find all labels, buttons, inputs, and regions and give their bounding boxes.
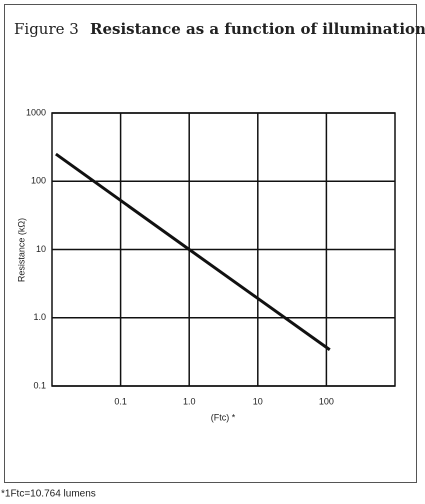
chart-title: Resistance as a function of illumination (90, 20, 425, 38)
y-tick-label: 1.0 (33, 312, 46, 322)
y-tick-label: 0.1 (33, 380, 46, 390)
frame (4, 4, 417, 483)
figure-label: Figure 3 (14, 20, 79, 38)
y-tick-label: 10 (36, 244, 46, 254)
x-tick-label: 100 (319, 396, 334, 406)
y-axis-label: Resistance (kΩ) (16, 218, 26, 282)
x-tick-label: 1.0 (183, 396, 196, 406)
footnote: *1Ftc=10.764 lumens (1, 489, 96, 500)
y-tick-label: 1000 (26, 107, 46, 117)
y-tick-label: 100 (31, 176, 46, 186)
x-tick-label: 0.1 (114, 396, 127, 406)
x-axis-label: (Ftc) * (211, 412, 236, 422)
data-line (55, 152, 331, 351)
x-tick-label: 10 (253, 396, 263, 406)
